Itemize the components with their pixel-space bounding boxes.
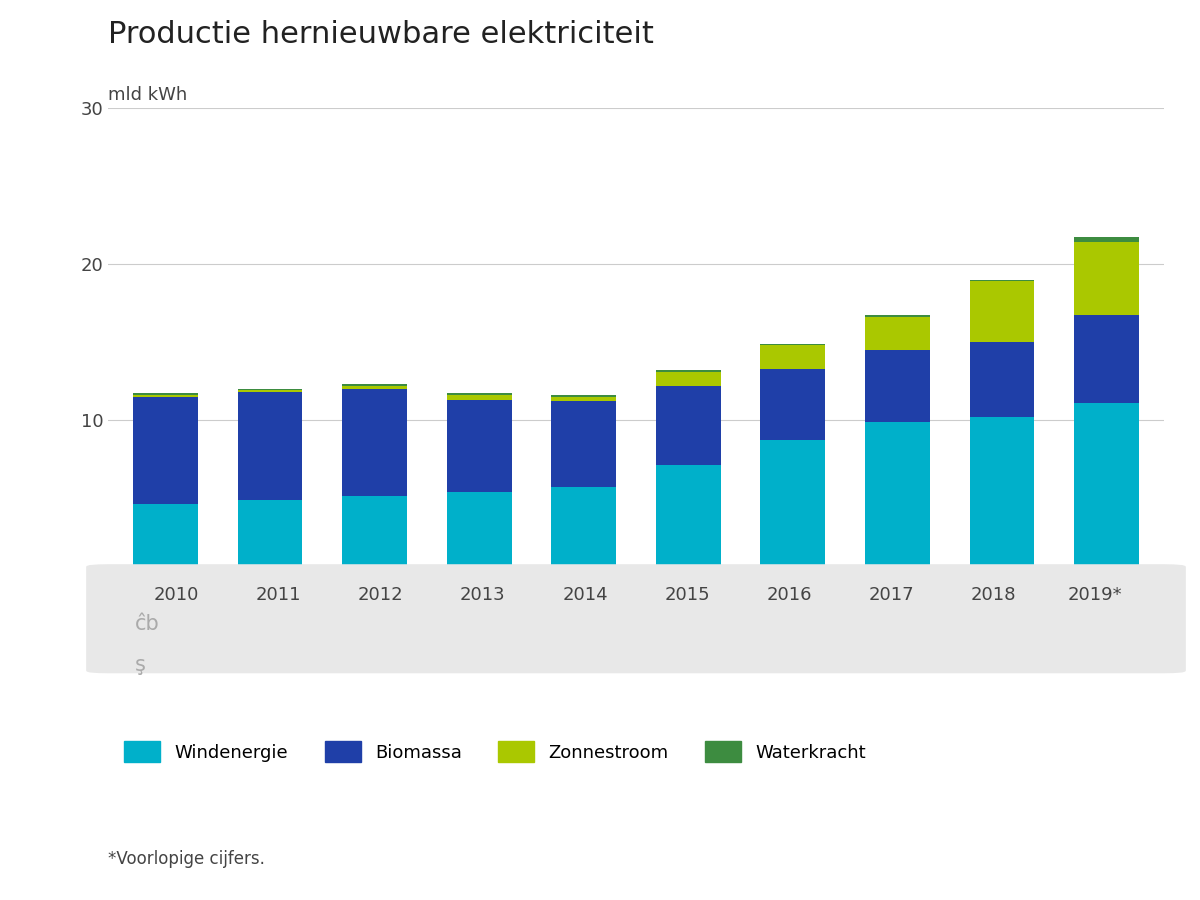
- Text: Productie hernieuwbare elektriciteit: Productie hernieuwbare elektriciteit: [108, 20, 654, 49]
- Bar: [238, 389, 302, 391]
- Bar: [551, 401, 616, 487]
- Bar: [761, 344, 826, 345]
- Bar: [446, 400, 511, 491]
- FancyBboxPatch shape: [86, 565, 1186, 672]
- Bar: [551, 397, 616, 401]
- Bar: [865, 421, 930, 576]
- Bar: [238, 500, 302, 576]
- Bar: [865, 316, 930, 317]
- Bar: [761, 345, 826, 368]
- Text: 2010: 2010: [154, 586, 199, 604]
- Legend: Windenergie, Biomassa, Zonnestroom, Waterkracht: Windenergie, Biomassa, Zonnestroom, Wate…: [118, 734, 874, 770]
- Bar: [446, 491, 511, 576]
- Bar: [970, 342, 1034, 417]
- Bar: [133, 395, 198, 397]
- Bar: [342, 386, 407, 389]
- Text: ş: ş: [134, 655, 145, 675]
- Bar: [446, 393, 511, 395]
- Bar: [1074, 238, 1139, 242]
- Text: 2012: 2012: [358, 586, 403, 604]
- Bar: [656, 370, 721, 372]
- Bar: [446, 395, 511, 400]
- Bar: [865, 317, 930, 350]
- Bar: [761, 440, 826, 576]
- Text: 2011: 2011: [256, 586, 301, 604]
- Text: 2013: 2013: [460, 586, 505, 604]
- Text: 2016: 2016: [767, 586, 812, 604]
- Bar: [551, 487, 616, 576]
- Bar: [133, 504, 198, 576]
- Bar: [761, 368, 826, 440]
- Bar: [656, 465, 721, 576]
- Text: 2014: 2014: [562, 586, 607, 604]
- Text: 2015: 2015: [665, 586, 710, 604]
- Bar: [865, 350, 930, 421]
- Text: *Voorlopige cijfers.: *Voorlopige cijfers.: [108, 850, 265, 868]
- Text: mld kWh: mld kWh: [108, 86, 187, 104]
- Text: 2019*: 2019*: [1068, 586, 1123, 604]
- Bar: [342, 497, 407, 576]
- Bar: [238, 392, 302, 500]
- Bar: [656, 386, 721, 465]
- Bar: [970, 280, 1034, 281]
- Bar: [970, 417, 1034, 576]
- Bar: [1074, 316, 1139, 403]
- Text: 2017: 2017: [869, 586, 914, 604]
- Bar: [342, 384, 407, 386]
- Bar: [970, 281, 1034, 342]
- Bar: [238, 391, 302, 392]
- Text: 2018: 2018: [971, 586, 1016, 604]
- Bar: [133, 397, 198, 504]
- Bar: [133, 393, 198, 395]
- Bar: [342, 389, 407, 497]
- Bar: [551, 395, 616, 397]
- Text: ĉb: ĉb: [134, 614, 160, 634]
- Bar: [1074, 242, 1139, 316]
- Bar: [1074, 403, 1139, 576]
- Bar: [656, 372, 721, 386]
